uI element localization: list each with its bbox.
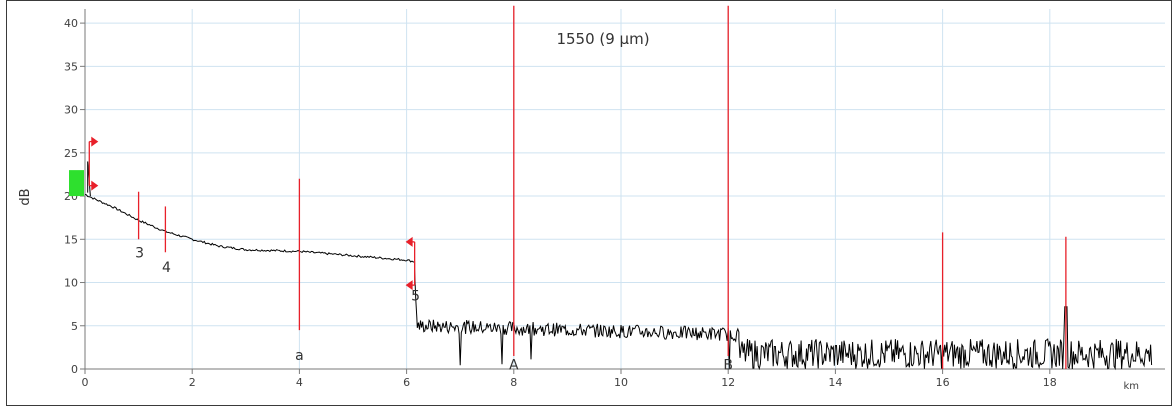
chart-title: 1550 (9 µm) — [556, 30, 649, 48]
handle-arrow — [405, 236, 413, 247]
x-tick-label: 8 — [510, 376, 517, 389]
cursor-marker-label: a — [295, 348, 304, 364]
trace-line — [84, 193, 1153, 371]
y-tick-label: 5 — [71, 320, 78, 333]
y-tick-label: 35 — [64, 60, 78, 73]
launch-level-rect — [69, 170, 84, 197]
y-tick-label: 25 — [64, 147, 78, 160]
y-tick-label: 15 — [64, 233, 78, 246]
otdr-trace-panel: 0 5 10 15 20 25 30 35 40 0 2 4 6 8 10 12 14 16 18 dB km 1… — [6, 0, 1172, 406]
x-tick-label: 6 — [403, 376, 410, 389]
x-axis-unit: km — [1123, 381, 1139, 392]
y-tick-label: 0 — [71, 363, 78, 376]
trace-series — [84, 161, 1153, 371]
x-tick-label: 16 — [936, 376, 950, 389]
handle-arrow — [91, 180, 99, 191]
x-axis-ticks: 0 2 4 6 8 10 12 14 16 18 — [82, 369, 1057, 389]
cursor-marker-label: A — [509, 358, 519, 374]
y-axis-label: dB — [18, 188, 33, 205]
y-tick-label: 40 — [64, 17, 78, 30]
y-tick-label: 10 — [64, 277, 78, 290]
x-tick-label: 14 — [828, 376, 842, 389]
x-tick-label: 0 — [82, 376, 89, 389]
event-marker-label: 4 — [162, 260, 171, 276]
x-tick-label: 10 — [614, 376, 628, 389]
launch-level-block[interactable] — [69, 170, 84, 197]
marker-handles[interactable] — [88, 136, 416, 291]
x-tick-label: 18 — [1043, 376, 1057, 389]
handle-arrow — [91, 136, 99, 147]
event-marker-label: 5 — [411, 288, 420, 304]
event-markers[interactable]: 3 4 5 — [135, 191, 420, 305]
event-marker-label: 3 — [135, 245, 144, 261]
cursor-markers[interactable]: aA B — [295, 5, 1067, 374]
handle-arrow — [405, 280, 413, 291]
chart-grid — [84, 9, 1165, 370]
x-tick-label: 12 — [721, 376, 735, 389]
x-tick-label: 2 — [189, 376, 196, 389]
cursor-marker-label: B — [723, 358, 733, 374]
y-tick-label: 30 — [64, 104, 78, 117]
x-tick-label: 4 — [296, 376, 303, 389]
chart-axes — [84, 9, 1165, 370]
